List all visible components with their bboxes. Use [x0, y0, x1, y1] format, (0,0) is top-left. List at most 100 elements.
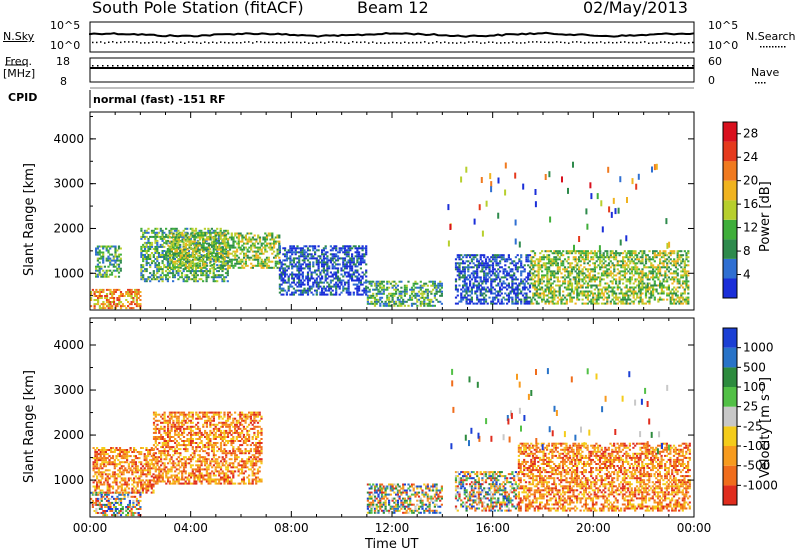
power-cell	[416, 298, 419, 301]
power-cell	[321, 263, 324, 266]
power-cell	[391, 296, 394, 299]
power-cell	[469, 290, 472, 293]
power-cell	[537, 272, 540, 275]
nsearch-dot	[200, 42, 202, 44]
power-cell	[333, 261, 336, 264]
power-cell	[284, 263, 287, 266]
power-cell	[657, 252, 660, 255]
power-cell	[666, 294, 669, 297]
power-cell	[588, 252, 591, 255]
power-cell	[274, 240, 277, 243]
power-cell	[239, 232, 242, 235]
power-cell	[627, 270, 630, 273]
power-cell	[143, 229, 147, 232]
power-cell	[546, 300, 549, 303]
power-cell	[232, 246, 235, 249]
power-cell	[193, 254, 196, 257]
power-cell	[165, 258, 168, 261]
power-cell	[354, 287, 357, 290]
power-cell	[479, 292, 482, 295]
power-cell	[216, 256, 219, 259]
power-cell	[375, 284, 378, 287]
power-cell	[246, 242, 249, 245]
power-cell	[298, 269, 301, 272]
power-cell	[484, 276, 488, 279]
power-cell	[653, 296, 656, 299]
power-cell	[474, 270, 477, 273]
power-cell	[112, 301, 116, 303]
power-cell	[278, 287, 281, 290]
power-cell	[470, 292, 473, 295]
power-cell	[111, 305, 114, 308]
power-cell	[469, 302, 472, 305]
power-cell	[166, 274, 169, 277]
power-cell	[469, 294, 472, 297]
power-cell	[117, 265, 121, 268]
power-cell	[391, 294, 394, 297]
power-cell	[532, 250, 535, 253]
power-cell	[653, 256, 656, 259]
power-cell	[298, 275, 301, 278]
power-cell	[664, 286, 667, 289]
power-cell	[200, 266, 203, 269]
power-cell	[230, 262, 233, 265]
power-cell	[114, 305, 117, 308]
power-cell	[298, 283, 301, 286]
power-cell	[292, 273, 295, 276]
power-cell	[218, 232, 221, 235]
power-cell	[345, 267, 348, 270]
power-cell	[95, 251, 98, 254]
power-cell	[534, 201, 537, 208]
power-cell	[497, 274, 500, 277]
power-cell	[474, 272, 477, 275]
power-cell	[234, 264, 237, 267]
power-cell	[667, 288, 670, 291]
power-cell	[287, 251, 290, 254]
power-cell	[599, 260, 602, 263]
power-cell	[336, 283, 340, 286]
power-cell	[380, 296, 384, 299]
power-cell	[576, 294, 579, 297]
power-cell	[149, 245, 152, 248]
power-cell	[375, 300, 378, 303]
power-cell	[269, 244, 272, 247]
power-cell	[520, 262, 523, 265]
power-cell	[258, 240, 262, 243]
power-cell	[342, 251, 345, 254]
power-cell	[121, 295, 124, 297]
power-cell	[433, 294, 436, 297]
power-cell	[267, 234, 270, 237]
power-cell	[388, 298, 391, 301]
power-cell	[553, 290, 556, 293]
power-cell	[632, 266, 635, 269]
power-cell	[109, 273, 112, 276]
power-cell	[497, 290, 500, 293]
power-cell	[291, 247, 294, 250]
power-cell	[190, 264, 193, 267]
power-cell	[583, 278, 586, 281]
power-cell	[648, 282, 651, 285]
power-cell	[595, 284, 598, 287]
power-cell	[328, 289, 331, 292]
power-cell	[156, 227, 159, 230]
power-cell	[169, 236, 172, 239]
power-cell	[484, 274, 488, 277]
power-cell	[299, 285, 303, 288]
power-cell	[170, 240, 173, 243]
power-cell	[403, 286, 406, 289]
power-cell	[620, 274, 623, 277]
power-cell	[632, 300, 635, 303]
power-cell	[176, 244, 179, 247]
power-cell	[253, 238, 256, 241]
power-cell	[257, 250, 260, 253]
power-cell	[595, 302, 598, 305]
power-cell	[361, 257, 364, 260]
power-cell	[542, 274, 545, 277]
power-cell	[544, 288, 547, 291]
power-cell	[262, 260, 265, 263]
power-cell	[533, 264, 537, 267]
power-cell	[558, 250, 561, 253]
power-cell	[435, 284, 438, 287]
power-cell	[319, 279, 322, 282]
power-cell	[652, 274, 655, 277]
